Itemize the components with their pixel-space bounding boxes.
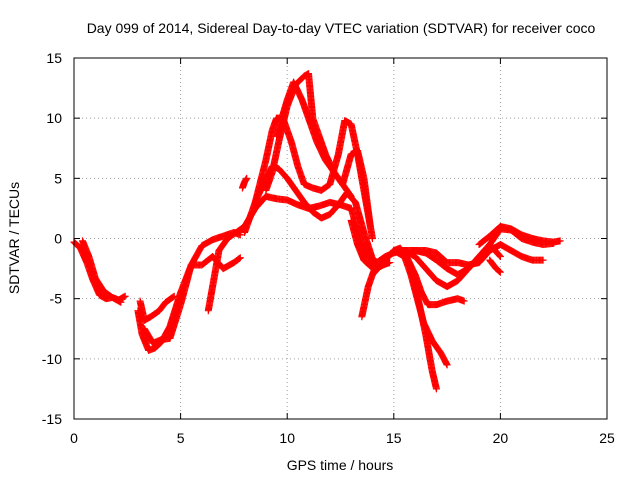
x-tick-label: 20 (493, 430, 509, 446)
series-trace-2 (79, 237, 125, 306)
x-tick-label: 15 (386, 430, 402, 446)
data-point (539, 256, 547, 264)
x-tick-label: 10 (279, 430, 295, 446)
y-tick-labels: -15 -10 -5 0 5 10 15 (42, 50, 62, 427)
series-trace-4 (140, 253, 244, 347)
data-point (236, 254, 244, 262)
data-point (121, 292, 129, 300)
data-point (117, 298, 125, 306)
data-point (443, 361, 451, 369)
data-point (495, 251, 503, 259)
series-trace-19 (475, 222, 564, 249)
data-point (347, 191, 355, 199)
data-point (496, 252, 504, 260)
y-axis-label: SDTVAR / TECUs (6, 182, 22, 294)
series-trace-10 (273, 78, 355, 200)
data-point (432, 385, 440, 393)
data-point (496, 253, 504, 261)
x-tick-label: 5 (177, 430, 185, 446)
x-tick-label: 0 (70, 430, 78, 446)
data-point (347, 192, 355, 200)
data-point (368, 235, 376, 242)
data-point (495, 267, 503, 275)
y-tick-label: -15 (42, 411, 62, 427)
data-point (460, 297, 468, 305)
series-trace-18 (486, 256, 504, 276)
series-trace-20 (347, 216, 394, 273)
data-point (366, 222, 374, 230)
axis-ticks (73, 57, 608, 420)
data-points (70, 70, 564, 393)
y-tick-label: 10 (46, 110, 62, 126)
x-tick-labels: 0 5 10 15 20 25 (70, 430, 615, 446)
x-axis-label: GPS time / hours (287, 457, 394, 473)
data-point (556, 237, 564, 245)
x-tick-label: 25 (599, 430, 615, 446)
data-point (235, 254, 243, 262)
data-point (496, 268, 504, 276)
data-point (386, 259, 394, 267)
series-trace-14 (390, 244, 468, 309)
chart-title: Day 099 of 2014, Sidereal Day-to-day VTE… (87, 20, 596, 36)
y-tick-label: 15 (46, 50, 62, 66)
series-trace-17 (411, 241, 547, 269)
data-point (169, 293, 177, 301)
y-tick-label: -5 (50, 291, 63, 307)
y-tick-label: 0 (54, 231, 62, 247)
series-trace-5 (136, 292, 178, 324)
y-tick-label: 5 (54, 170, 62, 186)
y-tick-label: -10 (42, 351, 62, 367)
data-point (496, 267, 504, 275)
data-point (243, 174, 251, 182)
data-point (170, 292, 178, 300)
series-trace-11 (238, 174, 251, 192)
